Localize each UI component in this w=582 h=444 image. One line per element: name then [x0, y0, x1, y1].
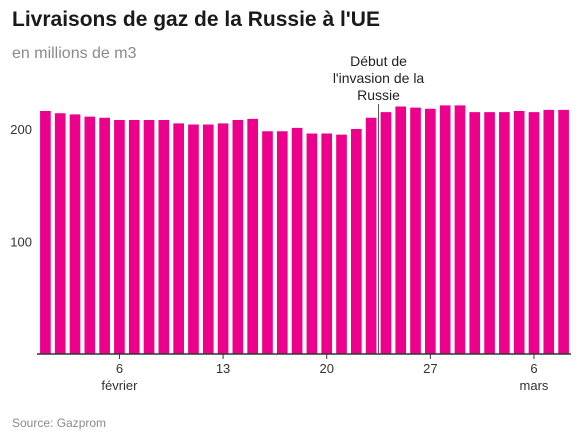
bar	[306, 133, 318, 354]
bar	[84, 116, 96, 355]
chart-title: Livraisons de gaz de la Russie à l'UE	[12, 8, 380, 31]
bar	[173, 123, 184, 355]
bar	[40, 111, 51, 354]
annotation-text: Début de	[350, 53, 407, 69]
x-tick-label: 20	[319, 361, 333, 376]
bar	[99, 117, 110, 354]
bar	[54, 113, 66, 354]
bar	[247, 118, 259, 355]
bar	[128, 120, 140, 354]
bar	[114, 120, 125, 354]
bar	[454, 105, 466, 355]
bar	[276, 131, 288, 354]
bar	[188, 124, 199, 354]
annotation-text: l'invasion de la	[333, 70, 425, 86]
x-tick-label: 13	[216, 361, 230, 376]
y-axis-labels: 100 200	[10, 122, 32, 250]
bar	[425, 108, 436, 354]
bar	[469, 112, 481, 355]
bar	[365, 117, 377, 354]
x-tick-label: 6	[530, 361, 537, 376]
month-label: mars	[520, 378, 549, 393]
x-tick-label: 27	[423, 361, 437, 376]
bar	[350, 129, 362, 354]
bar	[336, 134, 347, 355]
x-tick-label: 6	[116, 361, 123, 376]
bar	[143, 120, 155, 354]
bar	[410, 107, 421, 355]
bar	[321, 133, 333, 354]
bar	[262, 131, 273, 354]
annotation-text: Russie	[357, 87, 400, 103]
bar	[69, 114, 81, 355]
bar	[528, 112, 540, 355]
bar	[439, 105, 451, 355]
bar	[158, 120, 170, 354]
bars	[40, 105, 569, 355]
y-tick-label: 200	[10, 122, 32, 137]
bar	[484, 112, 495, 355]
bar	[395, 106, 407, 354]
bar	[558, 109, 569, 355]
bar	[202, 124, 214, 354]
month-label: février	[101, 378, 138, 393]
bar	[543, 109, 555, 355]
bar	[499, 112, 510, 355]
bar	[217, 123, 229, 355]
source-note: Source: Gazprom	[12, 416, 107, 430]
bar	[291, 127, 303, 355]
bar	[232, 120, 244, 354]
chart-subtitle: en millions de m3	[12, 45, 137, 62]
x-axis: 6 13 20 27 6 février mars	[37, 353, 571, 393]
bar	[513, 111, 525, 354]
y-tick-label: 100	[10, 235, 32, 250]
bar	[380, 112, 392, 355]
